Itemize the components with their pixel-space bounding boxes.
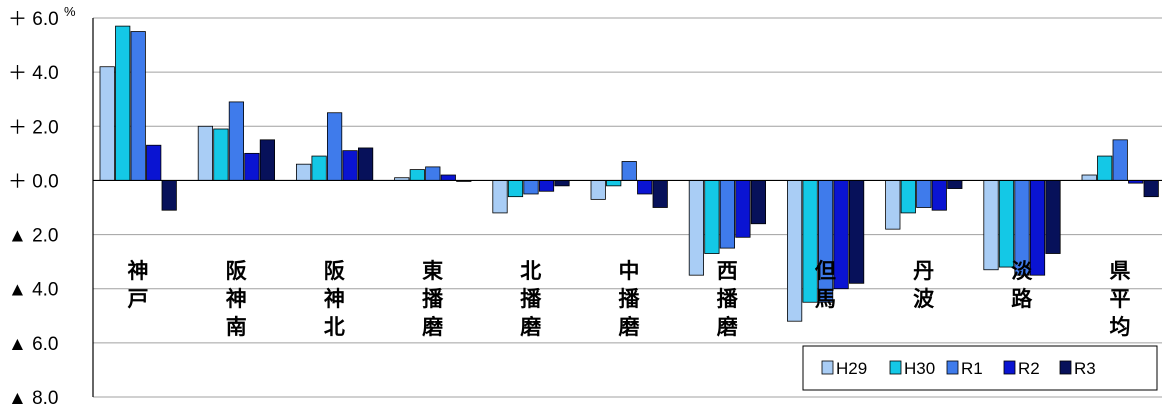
bar <box>554 180 570 187</box>
bar <box>342 150 358 181</box>
bar <box>818 180 834 303</box>
bar <box>326 112 343 181</box>
series-H30 <box>115 25 1113 303</box>
bar <box>295 163 312 181</box>
bar <box>507 180 524 198</box>
legend-item-R3: R3 <box>1059 359 1096 378</box>
y-tick-label: ＋ 0.0 <box>8 171 59 192</box>
series-R3 <box>161 139 1159 284</box>
bar <box>357 147 374 181</box>
y-tick-label: ＋ 6.0 <box>8 9 59 30</box>
bar <box>244 152 260 181</box>
bar <box>409 169 425 181</box>
bar <box>538 180 555 192</box>
bar <box>652 180 668 208</box>
legend-label: R3 <box>1074 359 1096 378</box>
bar <box>1097 155 1113 181</box>
bar <box>1081 174 1097 181</box>
category-label: 県平均 <box>1110 260 1131 339</box>
gridlines <box>93 17 1162 398</box>
bar <box>115 25 131 181</box>
category-label: 丹波 <box>913 260 935 311</box>
legend-label: H30 <box>904 359 935 378</box>
bar <box>606 180 622 187</box>
legend: H29 H30 R1 R2 R3 <box>802 345 1158 391</box>
bar <box>998 180 1015 268</box>
category-label: 阪神北 <box>324 260 346 339</box>
bar <box>440 174 456 181</box>
bar <box>425 166 441 181</box>
category-label: 神戸 <box>128 259 149 311</box>
category-label: 東播磨 <box>422 260 444 339</box>
legend-item-H29: H29 <box>821 359 867 378</box>
legend-swatch <box>946 360 959 375</box>
bar <box>1029 180 1046 276</box>
bar <box>161 180 177 211</box>
legend-item-H30: H30 <box>889 359 935 378</box>
legend-label: R2 <box>1018 359 1040 378</box>
bar <box>228 101 244 181</box>
bar <box>885 180 901 230</box>
bar <box>947 180 963 189</box>
bar <box>735 180 751 238</box>
legend-item-R2: R2 <box>1003 359 1040 378</box>
legend-swatch <box>821 360 834 375</box>
bar <box>1045 180 1061 254</box>
category-label: 但馬 <box>815 260 836 311</box>
bar <box>311 155 327 181</box>
bar <box>523 180 539 195</box>
bar <box>688 180 705 276</box>
bar <box>900 180 916 214</box>
legend-label: R1 <box>961 359 983 378</box>
bar <box>146 144 162 181</box>
bar <box>99 66 115 181</box>
legend-swatch <box>889 360 902 375</box>
bar <box>849 180 865 284</box>
y-tick-label: ▲ 6.0 <box>8 334 59 355</box>
category-labels: 神戸 阪神南 阪神北 東播磨 北播磨 中播磨 西播磨 但馬 丹波 淡路 県平均 <box>128 259 1131 339</box>
y-tick-label: ＋ 2.0 <box>8 117 59 138</box>
y-tick-label: ＋ 4.0 <box>8 63 59 84</box>
bar <box>492 180 508 214</box>
category-label: 北播磨 <box>520 260 542 339</box>
y-axis-tick-labels: ＋ 6.0 ＋ 4.0 ＋ 2.0 ＋ 0.0 ▲ 2.0 ▲ 4.0 ▲ 6.0 ▲ 8.0 <box>8 9 59 405</box>
bar <box>590 180 606 200</box>
bar <box>1112 139 1128 181</box>
category-label: 阪神南 <box>226 260 248 339</box>
bar <box>750 180 767 225</box>
y-tick-label: ▲ 2.0 <box>8 226 59 247</box>
bar <box>1143 180 1159 198</box>
y-axis-unit-label: % <box>64 4 76 19</box>
bar <box>916 180 932 208</box>
bar <box>833 180 849 290</box>
category-label: 中播磨 <box>619 260 641 339</box>
bar <box>637 180 653 195</box>
bar <box>621 161 637 181</box>
series-R2 <box>146 144 1144 290</box>
series-H29 <box>99 66 1097 322</box>
y-tick-label: ▲ 4.0 <box>8 280 59 301</box>
bar <box>130 31 146 181</box>
bar <box>931 180 947 211</box>
legend-swatch <box>1003 360 1016 375</box>
legend-swatch <box>1059 360 1072 375</box>
bar <box>983 180 999 271</box>
bar <box>787 180 803 322</box>
y-tick-label: ▲ 8.0 <box>8 388 59 405</box>
bar <box>213 128 229 181</box>
legend-item-R1: R1 <box>946 359 983 378</box>
category-label: 西播磨 <box>717 260 739 339</box>
bar <box>802 180 818 303</box>
bar <box>197 125 213 181</box>
bar <box>719 180 736 249</box>
bar-series <box>99 25 1159 322</box>
legend-box <box>802 345 1158 391</box>
legend-label: H29 <box>836 359 867 378</box>
series-R1 <box>130 31 1128 303</box>
bar <box>704 180 720 254</box>
bar <box>259 139 276 181</box>
category-label: 淡路 <box>1011 260 1033 311</box>
